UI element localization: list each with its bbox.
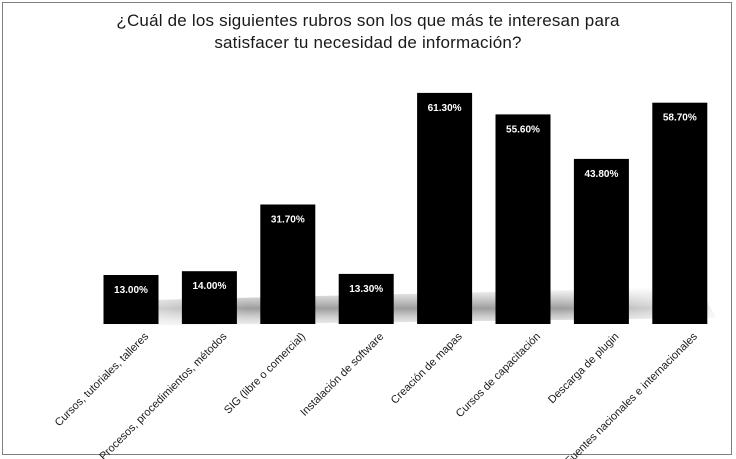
bar-5 [417, 92, 473, 325]
bar-1 [103, 275, 159, 324]
category-label-4: Instalación de software [298, 331, 386, 419]
bar-2 [181, 271, 237, 324]
category-label-3: SIG (libre o comercial) [222, 331, 308, 417]
bar-value-label-4: 13.30% [349, 284, 383, 295]
bar-value-label-6: 55.60% [506, 124, 540, 135]
bar-8 [652, 102, 708, 324]
category-label-7: Descarga de plugin [546, 331, 622, 407]
bar-value-label-5: 61.30% [428, 103, 462, 114]
category-label-2: Procesos, procedimientos, métodos [97, 330, 229, 459]
chart-title-line-2: satisfacer tu necesidad de información? [214, 33, 522, 52]
bar-6 [495, 114, 551, 325]
chart-floor-shadow [90, 280, 720, 330]
category-label-6: Cursos de capacitación [454, 331, 543, 420]
chart-title: ¿Cuál de los siguientes rubros son los q… [0, 10, 736, 54]
bar-value-label-2: 14.00% [192, 281, 226, 292]
category-label-5: Creación de mapas [389, 330, 465, 406]
chart-title-line-1: ¿Cuál de los siguientes rubros son los q… [116, 11, 620, 30]
bar-value-label-8: 58.70% [663, 113, 697, 124]
bar-4 [338, 273, 394, 324]
bar-value-label-7: 43.80% [584, 169, 618, 180]
bar-value-label-1: 13.00% [114, 285, 148, 296]
bar-7 [573, 158, 629, 324]
bar-3 [260, 204, 316, 324]
bar-value-label-3: 31.70% [271, 215, 305, 226]
category-label-8: Fuentes nacionales e internacionales [563, 330, 700, 459]
